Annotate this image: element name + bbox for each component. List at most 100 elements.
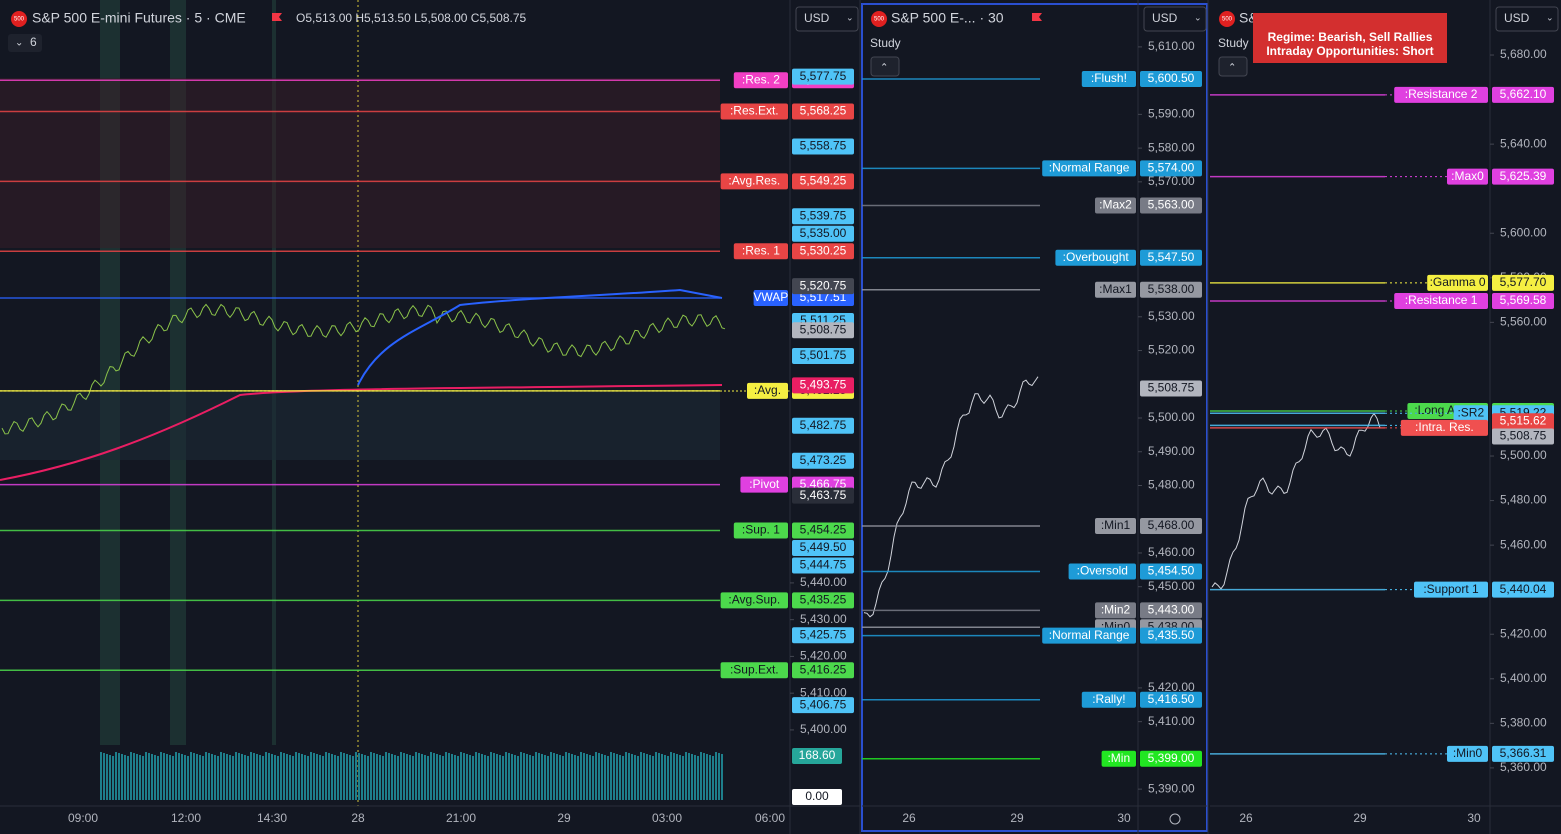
volume-bar [574, 755, 576, 800]
volume-bar [460, 752, 462, 800]
volume-bar [571, 754, 573, 800]
currency-select[interactable] [795, 6, 859, 32]
level-name: :Avg. [754, 383, 781, 397]
volume-bar [319, 755, 321, 800]
price-tag-label: 5,625.39 [1500, 169, 1547, 183]
price-tag [1140, 197, 1202, 214]
volume-bar [619, 755, 621, 800]
volume-bar [490, 752, 492, 800]
level-name-tag [1400, 419, 1488, 436]
price-tag [1140, 602, 1202, 619]
price-path [863, 376, 1039, 618]
volume-bar [706, 754, 708, 800]
volume-bar [712, 756, 714, 800]
volume-bar [277, 756, 279, 800]
volume-bar [361, 754, 363, 800]
symbol-badge [871, 11, 887, 27]
volume-bar [664, 755, 666, 800]
volume-bar [442, 756, 444, 800]
volume-bar [229, 755, 231, 800]
level-name-tag [1101, 750, 1136, 767]
time-label: 29 [557, 811, 571, 825]
volume-bar [301, 754, 303, 800]
volume-bar [133, 753, 135, 800]
level-name: :Pivot [749, 477, 780, 491]
price-tag-label: 5,501.75 [800, 348, 847, 362]
price-tag [1492, 86, 1554, 103]
time-label: 26 [902, 811, 916, 825]
symbol-title[interactable]: S&P 500 E-... · 30 [891, 10, 1004, 26]
level-name-tag [733, 522, 788, 539]
volume-bar [466, 754, 468, 800]
volume-bar [523, 753, 525, 800]
volume-bar [202, 756, 204, 800]
volume-bar [625, 752, 627, 800]
volume-bar [577, 756, 579, 800]
volume-bar [292, 756, 294, 800]
flag[interactable] [272, 13, 282, 21]
header-1: 500 S&P 500 E-mini Futures · 5 · CME O5,… [8, 10, 527, 52]
time-label: 26 [1239, 811, 1253, 825]
volume-bar [253, 753, 255, 800]
volume-bar [448, 753, 450, 800]
volume-bar [505, 752, 507, 800]
volume-bar [157, 756, 159, 800]
volume-bar [589, 755, 591, 800]
volume-bar [709, 755, 711, 800]
price-tag [792, 278, 854, 295]
volume-bar [241, 754, 243, 800]
level-name-tag [747, 382, 788, 399]
settings-gear[interactable] [1169, 813, 1181, 825]
volume-bar [556, 754, 558, 800]
volume-bar [508, 753, 510, 800]
price-tag [1140, 70, 1202, 87]
volume-bar [280, 752, 282, 800]
volume-bar [388, 753, 390, 800]
flag[interactable] [1032, 13, 1042, 21]
time-label: 30 [1117, 811, 1131, 825]
volume-bar [334, 755, 336, 800]
volume-bar [550, 752, 552, 800]
price-tag [1140, 517, 1202, 534]
price-tag-label: 5,558.75 [800, 139, 847, 153]
indicator-toggle[interactable] [8, 34, 42, 52]
y-tick-label: 5,400.00 [1500, 671, 1547, 685]
level-name: :SR2 [1457, 405, 1484, 419]
badge-text: 500 [14, 17, 25, 23]
level-name: :Min1 [1101, 518, 1131, 532]
price-tag-label: 5,435.25 [800, 593, 847, 607]
price-tag [1492, 274, 1554, 291]
volume-bar [439, 755, 441, 800]
price-tag [1140, 160, 1202, 177]
volume-bar [613, 753, 615, 800]
volume-bar [667, 756, 669, 800]
volume-bar [421, 754, 423, 800]
volume-bar [214, 755, 216, 800]
volume-bar [262, 756, 264, 800]
collapse-button[interactable] [870, 56, 900, 77]
price-tag [792, 225, 854, 242]
volume-bar [169, 755, 171, 800]
volume-bar [655, 752, 657, 800]
symbol-title[interactable]: S&P 500 E-mini Futures · 5 · CME [32, 10, 246, 26]
level-name: :Resistance 2 [1405, 87, 1478, 101]
volume-bar [223, 753, 225, 800]
collapse-button[interactable] [1218, 56, 1248, 77]
volume-bar [502, 756, 504, 800]
volume-bar [568, 753, 570, 800]
level-name-tag [720, 173, 788, 190]
chevron: ⌄ [1194, 12, 1202, 22]
volume-bar [208, 753, 210, 800]
price-tag-label: 5,547.50 [1148, 250, 1195, 264]
level-name-tag [1394, 86, 1488, 103]
volume-bar [628, 753, 630, 800]
currency-select[interactable] [1495, 6, 1559, 32]
volume-bar [370, 752, 372, 800]
session-band [272, 0, 276, 745]
volume-bar [340, 752, 342, 800]
level-name: :Res.Ext. [730, 104, 779, 118]
currency-select[interactable] [1143, 6, 1207, 32]
price-tag [792, 697, 854, 714]
price-tag [792, 347, 854, 364]
